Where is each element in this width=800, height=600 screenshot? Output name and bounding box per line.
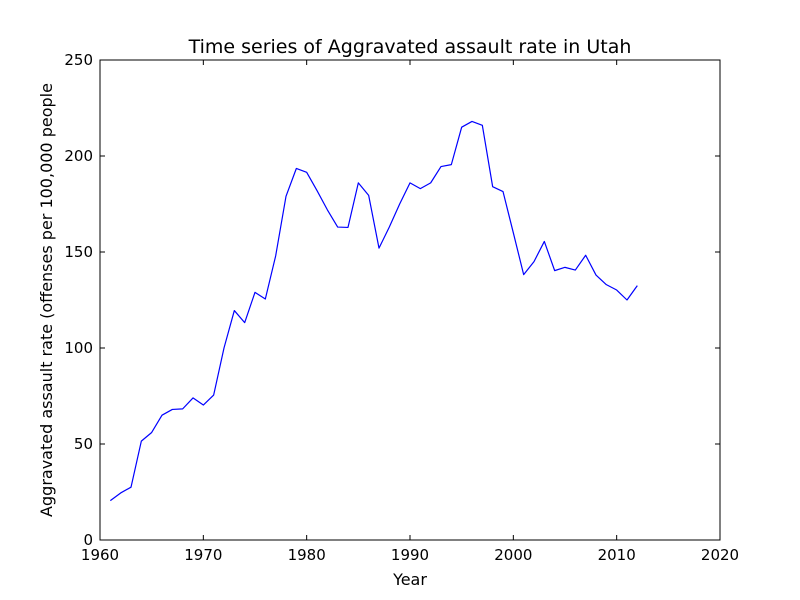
y-tick-label: 200 [64,147,93,165]
y-axis-title: Aggravated assault rate (offenses per 10… [37,83,56,517]
series-points [110,121,637,500]
y-tick-label: 50 [74,435,93,453]
y-tick-label: 150 [64,243,93,261]
x-tick-label: 1970 [184,546,222,564]
y-tick-label: 0 [83,531,93,549]
x-tick-label: 1960 [81,546,119,564]
x-tick-label: 2010 [598,546,636,564]
chart-title: Time series of Aggravated assault rate i… [188,36,632,58]
y-axis: 0 50 100 150 200 250 [64,51,720,549]
y-tick-label: 250 [64,51,93,69]
x-tick-label: 2000 [494,546,532,564]
x-tick-label: 1980 [288,546,326,564]
series-line [109,120,638,502]
x-axis: 1960 1970 1980 1990 2000 2010 2020 [81,60,739,564]
x-tick-label: 2020 [701,546,739,564]
x-axis-title: Year [392,570,427,589]
y-tick-label: 100 [64,339,93,357]
x-tick-label: 1990 [391,546,429,564]
